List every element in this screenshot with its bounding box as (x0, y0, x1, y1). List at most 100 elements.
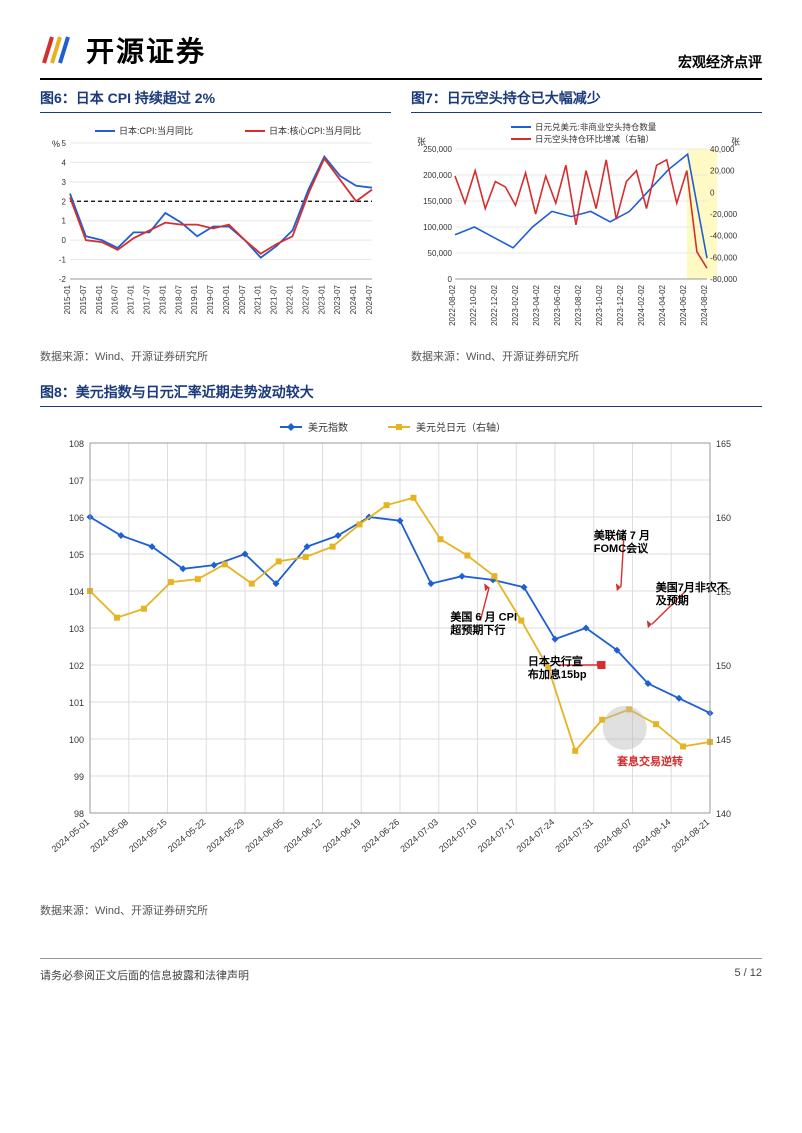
svg-text:200,000: 200,000 (423, 171, 452, 180)
svg-text:-40,000: -40,000 (710, 232, 738, 241)
svg-text:日本:核心CPI:当月同比: 日本:核心CPI:当月同比 (269, 125, 361, 136)
svg-text:108: 108 (69, 439, 84, 449)
figure-6-title: 图6：日本 CPI 持续超过 2% (40, 88, 391, 108)
svg-text:-80,000: -80,000 (710, 275, 738, 284)
svg-text:2024-07: 2024-07 (365, 284, 374, 314)
svg-text:99: 99 (74, 772, 84, 782)
svg-text:2023-06-02: 2023-06-02 (553, 284, 562, 325)
svg-text:布加息15bp: 布加息15bp (528, 667, 587, 681)
page-header: 开源证券 宏观经济点评 (40, 30, 762, 80)
svg-text:2024-07-17: 2024-07-17 (476, 817, 518, 854)
svg-text:及预期: 及预期 (656, 593, 689, 607)
svg-text:107: 107 (69, 476, 84, 486)
svg-text:2024-05-15: 2024-05-15 (127, 817, 169, 854)
svg-text:2024-06-12: 2024-06-12 (282, 817, 324, 854)
brand-logo: 开源证券 (40, 30, 206, 70)
title-rule (40, 112, 391, 113)
svg-text:2023-07: 2023-07 (333, 284, 342, 314)
svg-text:2016-07: 2016-07 (111, 284, 120, 314)
svg-text:1: 1 (62, 217, 67, 226)
svg-text:2015-07: 2015-07 (79, 284, 88, 314)
svg-text:美元指数: 美元指数 (308, 421, 348, 434)
svg-text:2024-04-02: 2024-04-02 (658, 284, 667, 325)
svg-text:2023-08-02: 2023-08-02 (574, 284, 583, 325)
svg-text:102: 102 (69, 661, 84, 671)
svg-text:2024-08-14: 2024-08-14 (631, 817, 673, 854)
figure-8-title: 图8：美元指数与日元汇率近期走势波动较大 (40, 382, 762, 402)
figure-8-source: 数据来源：Wind、开源证券研究所 (40, 902, 762, 918)
svg-text:104: 104 (69, 587, 84, 597)
svg-text:-20,000: -20,000 (710, 210, 738, 219)
svg-text:2019-01: 2019-01 (190, 284, 199, 314)
figure-7: 图7：日元空头持仓已大幅减少 日元兑美元:非商业空头持仓数量日元空头持仓环比增减… (411, 88, 762, 364)
svg-text:2018-07: 2018-07 (174, 284, 183, 314)
svg-text:美国7月非农不: 美国7月非农不 (656, 580, 728, 594)
svg-text:2024-01: 2024-01 (349, 284, 358, 314)
svg-text:2021-01: 2021-01 (254, 284, 263, 314)
svg-text:日元空头持仓环比增减（右轴）: 日元空头持仓环比增减（右轴） (535, 134, 654, 144)
svg-text:150: 150 (716, 661, 731, 671)
svg-text:5: 5 (62, 139, 67, 148)
svg-text:2: 2 (62, 197, 67, 206)
svg-text:2024-07-10: 2024-07-10 (437, 817, 479, 854)
page-footer: 请务必参阅正文后面的信息披露和法律声明 5 / 12 (40, 958, 762, 983)
svg-text:20,000: 20,000 (710, 167, 735, 176)
svg-text:103: 103 (69, 624, 84, 634)
svg-text:101: 101 (69, 698, 84, 708)
svg-text:2017-01: 2017-01 (127, 284, 136, 314)
svg-text:2022-08-02: 2022-08-02 (448, 284, 457, 325)
svg-text:2020-01: 2020-01 (222, 284, 231, 314)
svg-text:2022-12-02: 2022-12-02 (490, 284, 499, 325)
svg-text:3: 3 (62, 178, 67, 187)
svg-text:2022-10-02: 2022-10-02 (469, 284, 478, 325)
svg-text:美联储 7 月: 美联储 7 月 (594, 528, 650, 542)
figure-7-chart: 日元兑美元:非商业空头持仓数量日元空头持仓环比增减（右轴）张张050,00010… (411, 119, 751, 339)
svg-text:0: 0 (62, 236, 67, 245)
svg-text:2023-02-02: 2023-02-02 (511, 284, 520, 325)
svg-text:2023-12-02: 2023-12-02 (616, 284, 625, 325)
svg-text:250,000: 250,000 (423, 145, 452, 154)
svg-text:2024-06-19: 2024-06-19 (321, 817, 363, 854)
figure-8-chart: 9899100101102103104105106107108140145150… (40, 413, 760, 893)
svg-text:%: % (52, 139, 60, 149)
svg-text:日元兑美元:非商业空头持仓数量: 日元兑美元:非商业空头持仓数量 (535, 122, 657, 132)
svg-text:150,000: 150,000 (423, 197, 452, 206)
figure-8: 图8：美元指数与日元汇率近期走势波动较大 98 99 100 101 102 103 104… (40, 382, 762, 918)
svg-text:美国 6 月 CPI: 美国 6 月 CPI (450, 610, 517, 624)
svg-text:2022-07: 2022-07 (301, 284, 310, 314)
svg-text:2020-07: 2020-07 (238, 284, 247, 314)
svg-text:2024-08-21: 2024-08-21 (670, 817, 712, 854)
svg-text:日本央行宣: 日本央行宣 (528, 654, 583, 668)
svg-text:FOMC会议: FOMC会议 (594, 541, 649, 555)
top-charts-row: 图6：日本 CPI 持续超过 2% 日本:CPI:当月同比日本:核心CPI:当月… (40, 88, 762, 364)
svg-text:美元兑日元（右轴）: 美元兑日元（右轴） (416, 421, 506, 434)
svg-text:2024-05-08: 2024-05-08 (88, 817, 130, 854)
svg-text:2024-07-31: 2024-07-31 (553, 817, 595, 854)
footer-page-number: 5 / 12 (734, 967, 762, 983)
figure-6-source: 数据来源：Wind、开源证券研究所 (40, 348, 391, 364)
figure-7-title: 图7：日元空头持仓已大幅减少 (411, 88, 762, 108)
svg-text:100: 100 (69, 735, 84, 745)
svg-text:2021-07: 2021-07 (270, 284, 279, 314)
svg-text:105: 105 (69, 550, 84, 560)
svg-text:2024-05-01: 2024-05-01 (50, 817, 92, 854)
svg-text:2019-07: 2019-07 (206, 284, 215, 314)
svg-text:160: 160 (716, 513, 731, 523)
svg-text:140: 140 (716, 809, 731, 819)
svg-text:165: 165 (716, 439, 731, 449)
svg-text:2016-01: 2016-01 (95, 284, 104, 314)
svg-text:套息交易逆转: 套息交易逆转 (617, 754, 683, 768)
svg-text:2024-07-03: 2024-07-03 (398, 817, 440, 854)
svg-text:2024-08-02: 2024-08-02 (700, 284, 709, 325)
figure-7-source: 数据来源：Wind、开源证券研究所 (411, 348, 762, 364)
svg-text:98: 98 (74, 809, 84, 819)
title-rule (40, 406, 762, 407)
svg-text:2018-01: 2018-01 (158, 284, 167, 314)
svg-text:0: 0 (710, 188, 715, 197)
figure-6-chart: 日本:CPI:当月同比日本:核心CPI:当月同比%-2-10123452015-… (40, 119, 380, 339)
svg-text:0: 0 (448, 275, 453, 284)
svg-text:2023-04-02: 2023-04-02 (532, 284, 541, 325)
svg-text:2024-06-02: 2024-06-02 (679, 284, 688, 325)
svg-text:4: 4 (62, 158, 67, 167)
svg-text:2024-07-24: 2024-07-24 (515, 817, 557, 854)
